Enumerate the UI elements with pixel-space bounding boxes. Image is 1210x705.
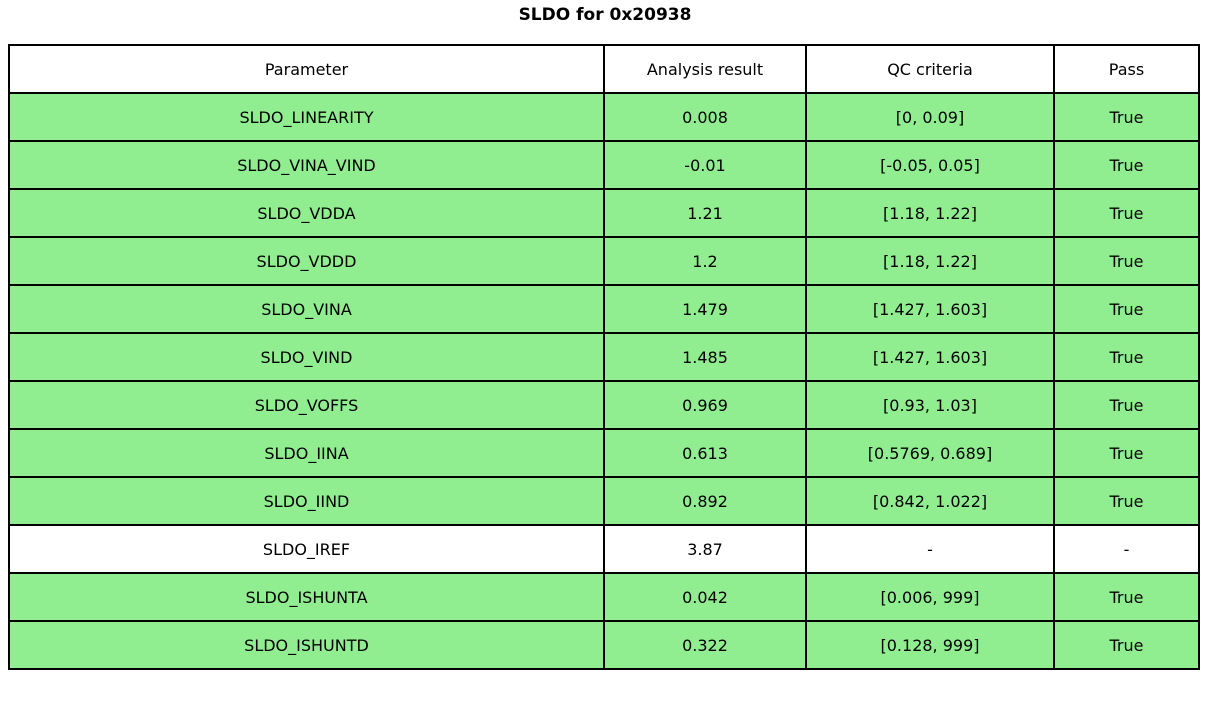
qc-criteria-cell: [0.128, 999] [805,620,1055,670]
parameter-cell: SLDO_VINA [8,284,605,334]
parameter-cell: SLDO_IINA [8,428,605,478]
table-body: SLDO_LINEARITY 0.008 [0, 0.09] True SLDO_VIN… [8,92,1200,670]
table-row: SLDO_VIND 1.485 [1.427, 1.603] True [8,332,1200,382]
qc-criteria-cell: [0.842, 1.022] [805,476,1055,526]
parameter-cell: SLDO_ISHUNTA [8,572,605,622]
qc-results-table: Parameter Analysis result QC criteria Pa… [8,44,1200,670]
pass-cell: True [1053,476,1200,526]
qc-criteria-cell: [1.18, 1.22] [805,236,1055,286]
table-row: SLDO_VDDD 1.2 [1.18, 1.22] True [8,236,1200,286]
pass-cell: True [1053,572,1200,622]
table-row: SLDO_IREF 3.87- - [8,524,1200,574]
parameter-cell: SLDO_IIND [8,476,605,526]
analysis-result-cell: 0.042 [603,572,807,622]
parameter-cell: SLDO_IREF [8,524,605,574]
table-row: SLDO_VINA 1.479 [1.427, 1.603] True [8,284,1200,334]
column-header-pass: Pass [1053,44,1200,94]
page-title: SLDO for 0x20938 [518,5,692,25]
pass-cell: True [1053,236,1200,286]
qc-criteria-cell: [0.006, 999] [805,572,1055,622]
table-row: SLDO_ISHUNTA 0.042 [0.006, 999] True [8,572,1200,622]
qc-criteria-cell: [0.5769, 0.689] [805,428,1055,478]
pass-cell: True [1053,620,1200,670]
qc-criteria-cell: [1.427, 1.603] [805,284,1055,334]
table-row: SLDO_IINA 0.613 [0.5769, 0.689] True [8,428,1200,478]
qc-criteria-cell: [0.93, 1.03] [805,380,1055,430]
table-row: SLDO_VOFFS 0.969 [0.93, 1.03] True [8,380,1200,430]
pass-cell: True [1053,284,1200,334]
analysis-result-cell: 1.485 [603,332,807,382]
table-row: SLDO_VDDA 1.21 [1.18, 1.22] True [8,188,1200,238]
table-row: SLDO_IIND 0.892 [0.842, 1.022] True [8,476,1200,526]
parameter-cell: SLDO_VINA_VIND [8,140,605,190]
pass-cell: True [1053,380,1200,430]
analysis-result-cell: -0.01 [603,140,807,190]
qc-criteria-cell: [-0.05, 0.05] [805,140,1055,190]
analysis-result-cell: 0.892 [603,476,807,526]
pass-cell: True [1053,140,1200,190]
table-row: SLDO_VINA_VIND -0.01 [-0.05, 0.05] True [8,140,1200,190]
analysis-result-cell: 3.87 [603,524,807,574]
parameter-cell: SLDO_VIND [8,332,605,382]
column-header-analysis-result: Analysis result [603,44,807,94]
column-header-qc-criteria: QC criteria [805,44,1055,94]
qc-criteria-cell: [1.18, 1.22] [805,188,1055,238]
qc-criteria-cell: - [805,524,1055,574]
parameter-cell: SLDO_LINEARITY [8,92,605,142]
table-row: SLDO_LINEARITY 0.008 [0, 0.09] True [8,92,1200,142]
qc-criteria-cell: [1.427, 1.603] [805,332,1055,382]
analysis-result-cell: 1.2 [603,236,807,286]
parameter-cell: SLDO_VDDD [8,236,605,286]
pass-cell: True [1053,428,1200,478]
header-row: Parameter Analysis result QC criteria Pa… [8,44,1200,94]
pass-cell: True [1053,188,1200,238]
pass-cell: True [1053,92,1200,142]
column-header-parameter: Parameter [8,44,605,94]
pass-cell: True [1053,332,1200,382]
table-row: SLDO_ISHUNTD 0.322 [0.128, 999] True [8,620,1200,670]
analysis-result-cell: 1.21 [603,188,807,238]
parameter-cell: SLDO_ISHUNTD [8,620,605,670]
analysis-result-cell: 1.479 [603,284,807,334]
analysis-result-cell: 0.613 [603,428,807,478]
parameter-cell: SLDO_VDDA [8,188,605,238]
pass-cell: - [1053,524,1200,574]
analysis-result-cell: 0.969 [603,380,807,430]
analysis-result-cell: 0.008 [603,92,807,142]
parameter-cell: SLDO_VOFFS [8,380,605,430]
analysis-result-cell: 0.322 [603,620,807,670]
qc-criteria-cell: [0, 0.09] [805,92,1055,142]
